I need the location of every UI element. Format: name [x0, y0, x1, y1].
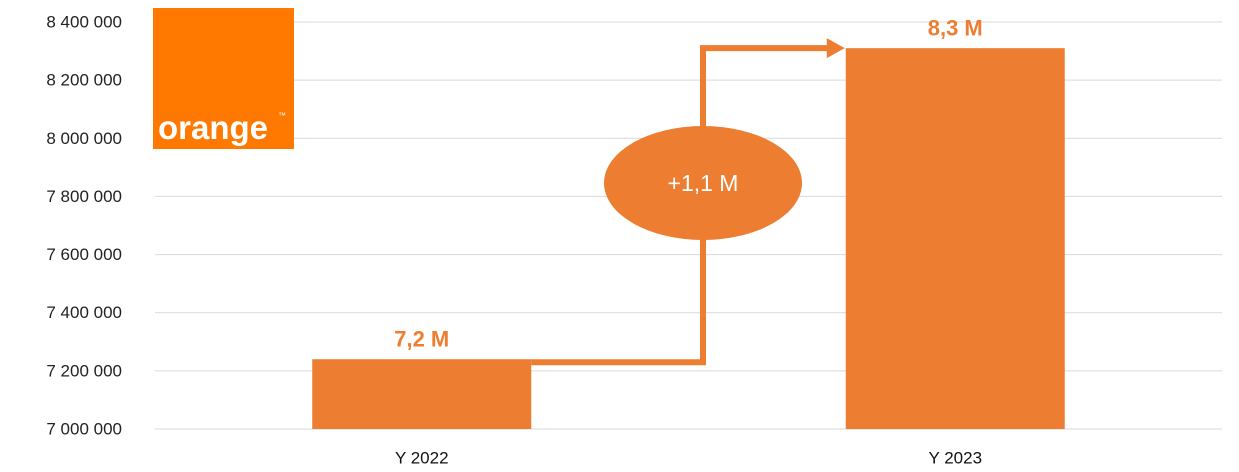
- y-tick-label: 7 600 000: [46, 245, 122, 264]
- x-category-label: Y 2022: [395, 449, 449, 468]
- data-labels: 7,2 M 8,3 M: [394, 16, 983, 352]
- bar: [845, 48, 1065, 430]
- data-label: 7,2 M: [394, 327, 449, 352]
- y-axis-tick-labels: 7 000 000 7 200 000 7 400 000 7 600 000 7 80…: [46, 13, 122, 439]
- x-axis-category-labels: Y 2022 Y 2023: [395, 449, 982, 468]
- growth-delta-label: +1,1 M: [668, 170, 739, 196]
- bars: [312, 48, 1065, 430]
- y-tick-label: 8 400 000: [46, 13, 122, 32]
- x-category-label: Y 2023: [928, 449, 982, 468]
- y-tick-label: 7 200 000: [46, 361, 122, 380]
- growth-annotation: +1,1 M: [531, 38, 845, 366]
- orange-logo: orange ™: [153, 8, 294, 149]
- y-tick-label: 7 000 000: [46, 420, 122, 439]
- y-tick-label: 7 400 000: [46, 303, 122, 322]
- y-tick-label: 8 200 000: [46, 71, 122, 90]
- y-tick-label: 8 000 000: [46, 129, 122, 148]
- growth-ellipse: [604, 126, 802, 240]
- bar: [312, 359, 532, 429]
- logo-wordmark: orange: [158, 109, 268, 146]
- data-label: 8,3 M: [928, 16, 983, 41]
- logo-background: [153, 8, 294, 149]
- logo-trademark: ™: [278, 111, 286, 120]
- growth-arrow-head: [826, 38, 845, 59]
- y-tick-label: 7 800 000: [46, 187, 122, 206]
